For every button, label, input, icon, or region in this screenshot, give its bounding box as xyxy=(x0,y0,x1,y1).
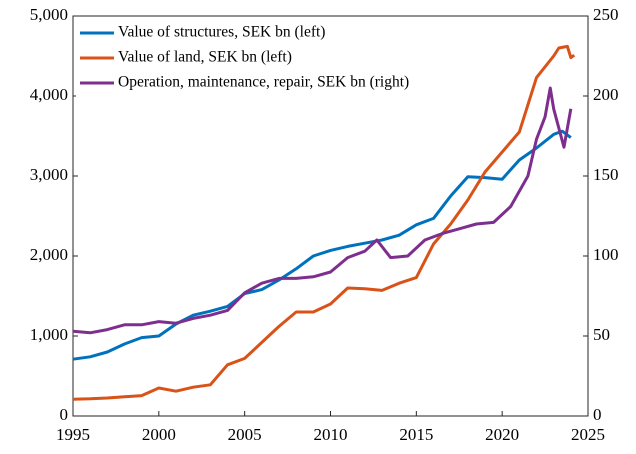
y-tick-label: 1,000 xyxy=(30,325,68,344)
series-line xyxy=(72,129,572,361)
y2-tick-label: 200 xyxy=(593,85,619,104)
x-tick-label: 2010 xyxy=(314,425,348,444)
series-line xyxy=(72,44,576,401)
legend-box xyxy=(76,20,526,104)
x-tick-label: 2005 xyxy=(228,425,262,444)
y-tick-label: 0 xyxy=(60,405,69,424)
y2-tick-label: 150 xyxy=(593,165,619,184)
y2-tick-label: 250 xyxy=(593,5,619,24)
y2-tick-label: 100 xyxy=(593,245,619,264)
x-tick-label: 2020 xyxy=(485,425,519,444)
x-tick-label: 1995 xyxy=(56,425,90,444)
y-tick-label: 2,000 xyxy=(30,245,68,264)
legend: Value of structures, SEK bn (left) Value … xyxy=(76,20,526,104)
y2-tick-label: 0 xyxy=(593,405,602,424)
series-line xyxy=(72,86,573,335)
y-tick-label: 4,000 xyxy=(30,85,68,104)
y-tick-label: 5,000 xyxy=(30,5,68,24)
x-tick-label: 2000 xyxy=(142,425,176,444)
legend-label: Value of structures, SEK bn (left) xyxy=(118,24,325,41)
legend-label: Value of land, SEK bn (left) xyxy=(118,49,292,66)
legend-label: Operation, maintenance, repair, SEK bn (… xyxy=(118,74,409,91)
x-tick-label: 2025 xyxy=(571,425,605,444)
x-tick-label: 2015 xyxy=(399,425,433,444)
y2-tick-label: 50 xyxy=(593,325,610,344)
y-tick-label: 3,000 xyxy=(30,165,68,184)
